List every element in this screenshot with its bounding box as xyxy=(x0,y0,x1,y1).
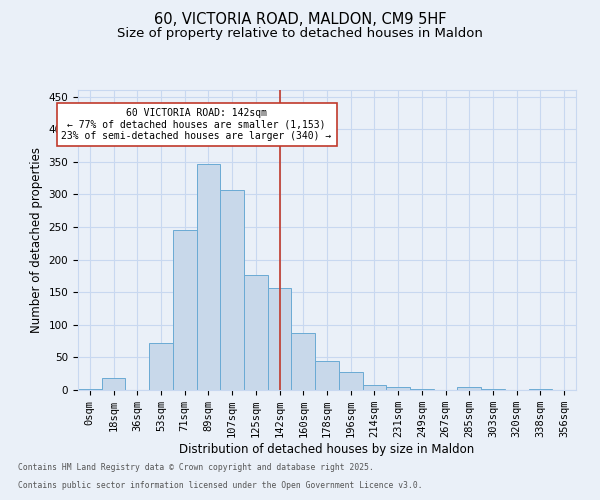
X-axis label: Distribution of detached houses by size in Maldon: Distribution of detached houses by size … xyxy=(179,443,475,456)
Bar xyxy=(149,343,173,390)
Bar xyxy=(410,388,434,390)
Bar xyxy=(529,388,552,390)
Y-axis label: Number of detached properties: Number of detached properties xyxy=(30,147,43,333)
Bar xyxy=(386,386,410,390)
Bar xyxy=(197,164,220,390)
Bar xyxy=(362,386,386,390)
Bar xyxy=(220,190,244,390)
Text: 60 VICTORIA ROAD: 142sqm
← 77% of detached houses are smaller (1,153)
23% of sem: 60 VICTORIA ROAD: 142sqm ← 77% of detach… xyxy=(61,108,332,141)
Text: Size of property relative to detached houses in Maldon: Size of property relative to detached ho… xyxy=(117,28,483,40)
Bar xyxy=(268,288,292,390)
Bar xyxy=(315,360,339,390)
Bar xyxy=(102,378,125,390)
Text: 60, VICTORIA ROAD, MALDON, CM9 5HF: 60, VICTORIA ROAD, MALDON, CM9 5HF xyxy=(154,12,446,28)
Bar xyxy=(244,274,268,390)
Bar xyxy=(339,372,362,390)
Bar xyxy=(78,388,102,390)
Bar xyxy=(292,332,315,390)
Bar xyxy=(457,388,481,390)
Text: Contains public sector information licensed under the Open Government Licence v3: Contains public sector information licen… xyxy=(18,481,422,490)
Text: Contains HM Land Registry data © Crown copyright and database right 2025.: Contains HM Land Registry data © Crown c… xyxy=(18,464,374,472)
Bar xyxy=(173,230,197,390)
